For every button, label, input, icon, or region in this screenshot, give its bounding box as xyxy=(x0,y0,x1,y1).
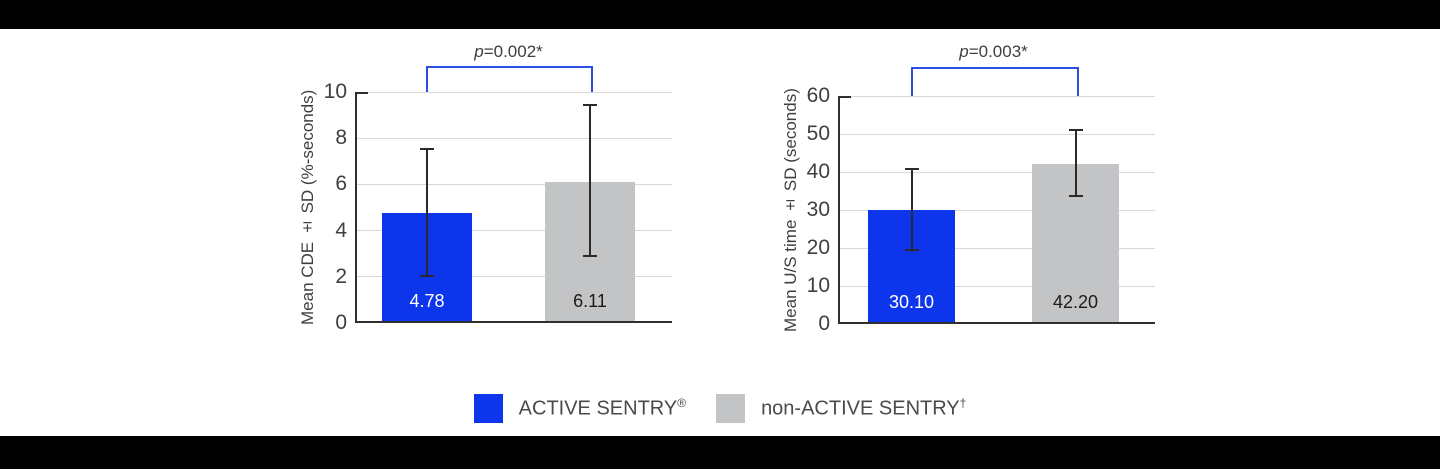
y-tick-label-0: 0 xyxy=(335,311,347,334)
legend-label-non-active-sentry: non-ACTIVE SENTRY† xyxy=(761,396,966,421)
top-black-bar xyxy=(0,0,1440,29)
legend-item-non-active-sentry: non-ACTIVE SENTRY† xyxy=(716,394,966,423)
bar-value-label: 6.11 xyxy=(573,290,607,311)
y-axis-line xyxy=(355,92,357,323)
gridline-10 xyxy=(355,91,672,93)
chart-mean-us-time: 0 10 20 30 40 50 60 Mean U/S time ± SD (seconds… xyxy=(781,42,1155,334)
error-bar xyxy=(1074,129,1077,198)
gridline-30 xyxy=(838,209,1155,211)
error-bar xyxy=(910,168,913,252)
y-axis-title: Mean CDE ± SD (%-seconds) xyxy=(298,89,317,326)
p-value-label: p=0.002* xyxy=(474,42,543,61)
gridline-4 xyxy=(355,230,672,232)
p-italic: p xyxy=(474,42,484,61)
y-tick-label-60: 60 xyxy=(806,84,830,107)
error-bar-cap-top xyxy=(904,168,919,171)
y-tick-label-10: 10 xyxy=(323,80,347,103)
y-tick-label-6: 6 xyxy=(335,172,347,196)
p-italic: p xyxy=(959,42,969,61)
bar-value-label: 42.20 xyxy=(1052,291,1099,312)
bar-non-active-sentry: 6.11 xyxy=(545,181,635,321)
bottom-black-bar xyxy=(0,436,1440,469)
x-axis-line xyxy=(355,321,672,323)
y-tick-label-20: 20 xyxy=(806,236,830,259)
legend-swatch-active-sentry xyxy=(473,394,503,423)
gridline-20 xyxy=(838,247,1155,249)
gridline-8 xyxy=(355,137,672,139)
error-bar-cap-top xyxy=(420,147,434,150)
legend-text: ACTIVE SENTRY xyxy=(518,397,678,420)
y-tick-label-50: 50 xyxy=(806,122,830,145)
legend-text: non-ACTIVE SENTRY xyxy=(761,397,960,420)
gridline-6 xyxy=(355,183,672,185)
y-tick-label-30: 30 xyxy=(806,198,830,221)
p-value-label: p=0.003* xyxy=(959,42,1028,61)
registered-trademark-symbol: ® xyxy=(677,396,687,411)
y-axis-top-cap xyxy=(355,92,368,94)
legend-item-active-sentry: ACTIVE SENTRY® xyxy=(473,394,686,423)
error-bar-cap-bottom xyxy=(583,255,597,258)
bar-value-label: 4.78 xyxy=(409,290,445,311)
error-bar-cap-top xyxy=(1068,129,1083,132)
y-axis-line xyxy=(838,96,840,324)
error-bar-cap-bottom xyxy=(420,275,434,278)
error-bar xyxy=(426,147,428,278)
error-bar-cap-bottom xyxy=(1068,195,1083,198)
bar-value-label: 30.10 xyxy=(888,291,935,312)
gridline-60 xyxy=(838,95,1155,97)
y-tick-label-4: 4 xyxy=(335,218,347,242)
y-tick-label-10: 10 xyxy=(806,274,830,297)
significance-bracket xyxy=(426,66,593,92)
error-bar-cap-top xyxy=(583,104,597,107)
significance-bracket xyxy=(910,67,1079,96)
error-bar xyxy=(589,104,591,258)
dagger-symbol: † xyxy=(959,396,967,411)
legend: ACTIVE SENTRY® non-ACTIVE SENTRY† xyxy=(0,394,1440,423)
legend-label-active-sentry: ACTIVE SENTRY® xyxy=(519,396,686,421)
y-tick-label-2: 2 xyxy=(335,264,347,288)
error-bar-cap-bottom xyxy=(904,249,919,252)
y-tick-label-0: 0 xyxy=(818,312,830,335)
y-tick-label-8: 8 xyxy=(335,126,347,150)
x-axis-line xyxy=(838,322,1155,324)
legend-swatch-non-active-sentry xyxy=(716,394,746,423)
gridline-40 xyxy=(838,171,1155,173)
gridline-2 xyxy=(355,276,672,278)
y-tick-label-40: 40 xyxy=(806,160,830,183)
gridline-10 xyxy=(838,285,1155,287)
chart-mean-cde: 0 2 4 6 8 10 Mean CDE ± SD (%-seconds) 4.78 6.11… xyxy=(298,42,672,333)
gridline-50 xyxy=(838,133,1155,135)
y-axis-top-cap xyxy=(838,96,851,98)
y-axis-title: Mean U/S time ± SD (seconds) xyxy=(781,88,800,332)
